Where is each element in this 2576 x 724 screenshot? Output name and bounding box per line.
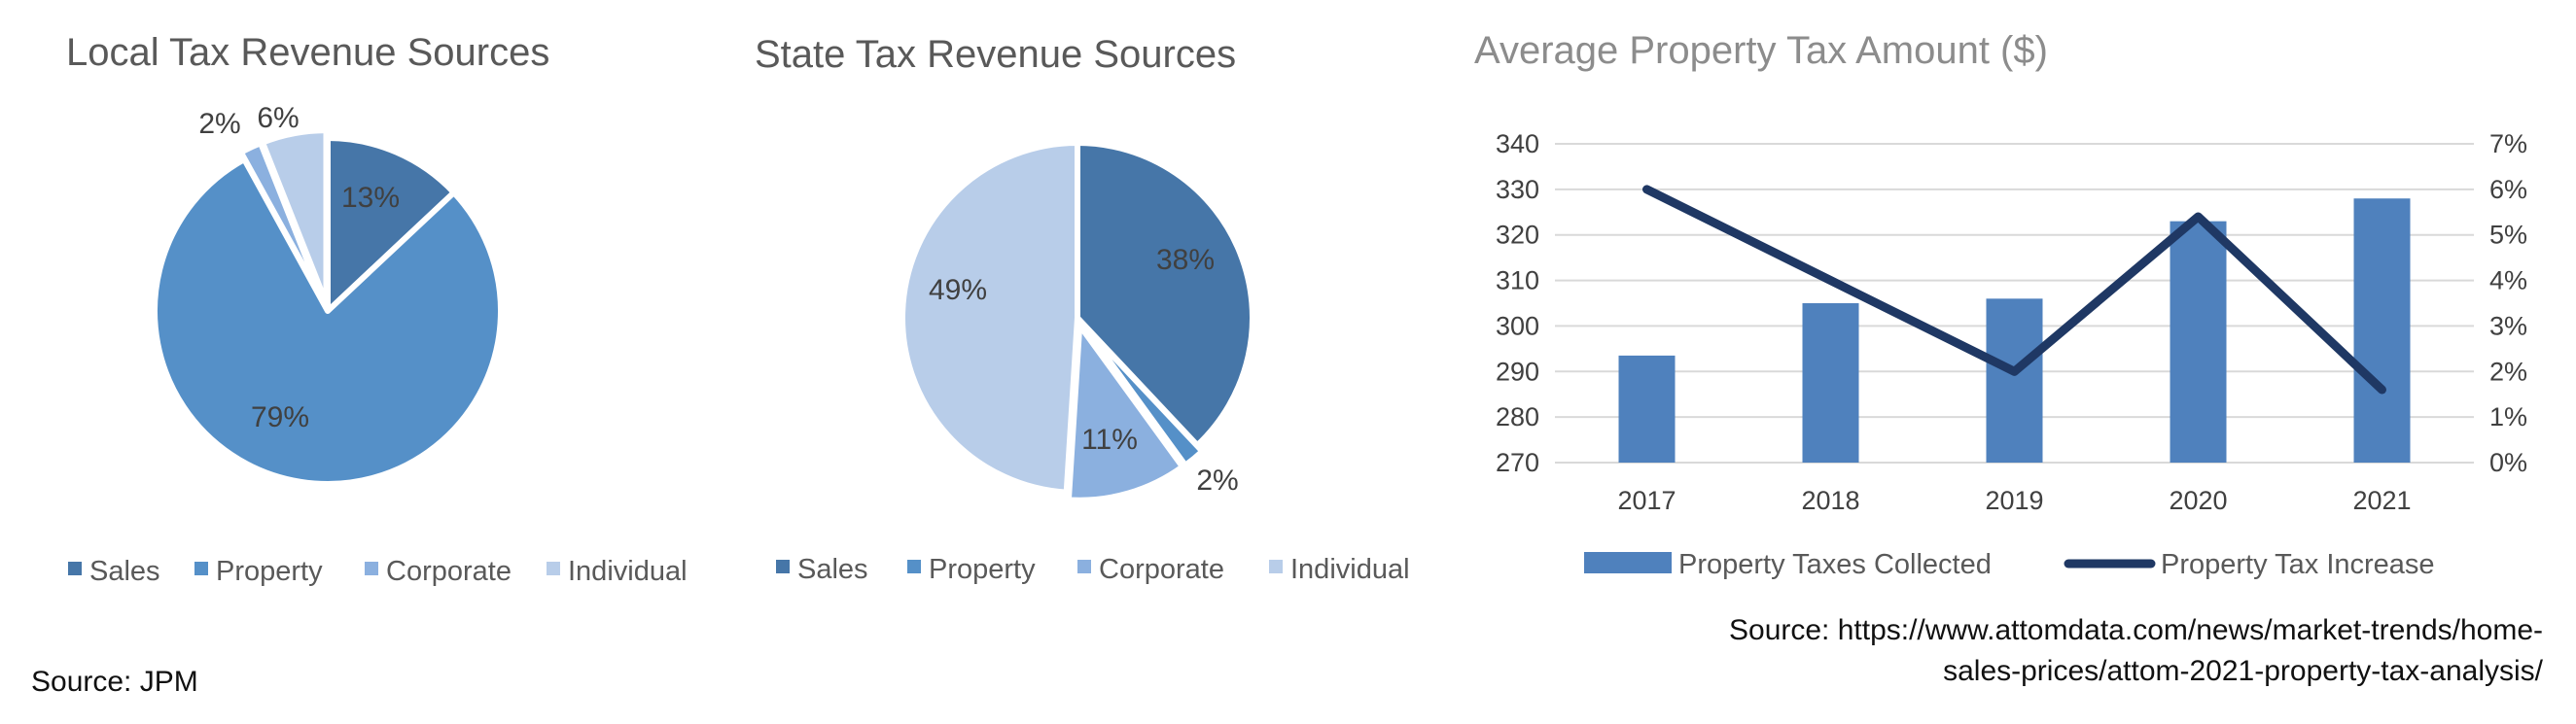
local-legend-label-individual: Individual (568, 556, 688, 587)
local-pie-label-property: 79% (251, 401, 309, 433)
local-pie-slice-property (152, 156, 504, 487)
state-legend-swatch-corporate (1077, 560, 1091, 573)
y2-tick-1: 1% (2489, 402, 2527, 431)
y-tick-310: 310 (1496, 266, 1539, 295)
state-pie-label-corporate: 11% (1081, 424, 1138, 456)
state-legend-swatch-individual (1269, 560, 1283, 573)
y2-tick-5: 5% (2489, 221, 2527, 250)
state-legend-swatch-property (907, 560, 921, 573)
bar-2020 (2170, 221, 2227, 463)
series-line-property-tax-increase (1642, 185, 2386, 395)
bar-2017 (1618, 355, 1676, 463)
state-legend-label-corporate: Corporate (1099, 554, 1224, 585)
x-tick-2018: 2018 (1801, 486, 1859, 515)
local-pie-slice-individual (259, 127, 330, 307)
y-tick-280: 280 (1496, 402, 1539, 431)
state-pie-slice-individual (900, 140, 1080, 496)
y2-tick-4: 4% (2489, 266, 2527, 295)
combo-source-line-1: Source: https://www.attomdata.com/news/m… (1729, 614, 2543, 646)
state-pie-slice-property (1079, 321, 1206, 468)
local-pie-label-corporate: 2% (198, 108, 240, 140)
legend-swatch-property-taxes-collected (1584, 552, 1672, 573)
legend-label-property-tax-increase: Property Tax Increase (2161, 549, 2435, 580)
bar-2018 (1802, 303, 1859, 463)
y-tick-300: 300 (1496, 311, 1539, 340)
y-tick-330: 330 (1496, 175, 1539, 204)
combo-legend: Property Taxes Collected Property Tax In… (1584, 549, 2435, 580)
y-tick-320: 320 (1496, 221, 1539, 250)
state-pie-label-individual: 49% (929, 274, 987, 306)
bar-2021 (2353, 198, 2411, 463)
local-pie-title: Local Tax Revenue Sources (66, 31, 549, 74)
local-pie-label-individual: 6% (257, 102, 299, 134)
local-legend-label-property: Property (216, 556, 323, 587)
state-legend-label-property: Property (929, 554, 1036, 585)
x-tick-2017: 2017 (1617, 486, 1676, 515)
x-tick-2020: 2020 (2169, 486, 2227, 515)
y-tick-290: 290 (1496, 357, 1539, 386)
local-pie-slice-sales (325, 135, 457, 314)
x-tick-2019: 2019 (1985, 486, 2043, 515)
y-tick-340: 340 (1496, 129, 1539, 158)
state-pie-slice-corporate (1065, 322, 1186, 503)
local-legend-label-corporate: Corporate (386, 556, 512, 587)
local-legend-label-sales: Sales (89, 556, 160, 587)
y2-tick-0: 0% (2489, 448, 2527, 477)
local-legend-swatch-individual (547, 562, 560, 575)
property-tax-combo-chart: Average Property Tax Amount ($) 270 280 29… (1474, 29, 2544, 687)
state-pie-title: State Tax Revenue Sources (755, 33, 1236, 76)
state-pie-label-sales: 38% (1156, 244, 1215, 276)
y2-tick-6: 6% (2489, 175, 2527, 204)
x-tick-2021: 2021 (2352, 486, 2411, 515)
state-pie-legend: Sales Property Corporate Individual (776, 554, 1410, 585)
local-pie-source: Source: JPM (31, 666, 198, 698)
local-pie-chart: Local Tax Revenue Sources 13% 79% 2% 6% Sal… (31, 31, 688, 698)
y-tick-270: 270 (1496, 448, 1539, 477)
local-legend-swatch-corporate (365, 562, 378, 575)
legend-label-property-taxes-collected: Property Taxes Collected (1678, 549, 1992, 580)
state-legend-label-sales: Sales (797, 554, 868, 585)
state-legend-swatch-sales (776, 560, 790, 573)
local-legend-swatch-property (194, 562, 208, 575)
y2-tick-2: 2% (2489, 357, 2527, 386)
combo-source-line-2: sales-prices/attom-2021-property-tax-ana… (1943, 655, 2544, 687)
local-legend-swatch-sales (68, 562, 82, 575)
y2-tick-7: 7% (2489, 129, 2527, 158)
state-pie-slice-sales (1075, 140, 1255, 449)
bar-2019 (1986, 298, 2043, 463)
combo-chart-title: Average Property Tax Amount ($) (1474, 29, 2048, 72)
local-pie-label-sales: 13% (341, 182, 400, 214)
state-pie-label-property: 2% (1196, 465, 1238, 497)
local-pie-legend: Sales Property Corporate Individual (68, 556, 688, 587)
state-legend-label-individual: Individual (1290, 554, 1410, 585)
state-pie-chart: State Tax Revenue Sources 38% 2% 11% 49% Sa… (755, 33, 1410, 585)
y2-tick-3: 3% (2489, 311, 2527, 340)
